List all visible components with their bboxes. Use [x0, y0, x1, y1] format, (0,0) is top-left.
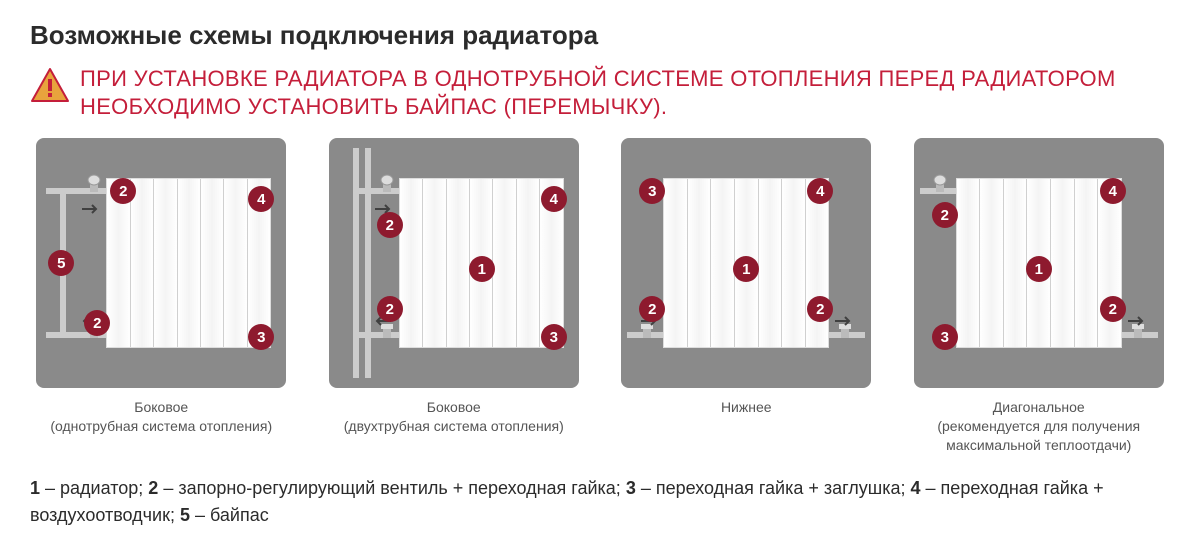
callout-badge: 2: [1100, 296, 1126, 322]
scheme-panel: 2 4 1 2 3: [329, 138, 579, 388]
flow-arrow-icon: [1126, 314, 1146, 326]
legend-text-5: – байпас: [190, 505, 269, 525]
callout-badge: 2: [377, 212, 403, 238]
page-title: Возможные схемы подключения радиатора: [30, 20, 1170, 51]
warning-block: ПРИ УСТАНОВКЕ РАДИАТОРА В ОДНОТРУБНОЙ СИ…: [30, 65, 1170, 120]
schemes-row: 24523 Боковое(однотрубная система отопле…: [30, 138, 1170, 455]
scheme-panel: 34122: [621, 138, 871, 388]
scheme-panel: 2 4 1 3 2: [914, 138, 1164, 388]
flow-arrow-icon: [833, 314, 853, 326]
callout-badge: 3: [639, 178, 665, 204]
scheme-caption: Боковое(двухтрубная система отопления): [344, 398, 564, 436]
scheme-caption: Диагональное(рекомендуется для получения…: [908, 398, 1171, 455]
callout-badge: 1: [469, 256, 495, 282]
callout-badge: 1: [1026, 256, 1052, 282]
callout-badge: 3: [932, 324, 958, 350]
legend-text-2: – запорно-регулирующий вентиль + переход…: [158, 478, 626, 498]
valve-icon: [86, 174, 102, 194]
callout-badge: 5: [48, 250, 74, 276]
legend-num-2: 2: [148, 478, 158, 498]
scheme-caption: Боковое(однотрубная система отопления): [50, 398, 272, 436]
callout-badge: 4: [807, 178, 833, 204]
scheme-bottom: 34122 Нижнее: [615, 138, 878, 455]
legend-text-3: – переходная гайка + заглушка;: [636, 478, 911, 498]
callout-badge: 2: [807, 296, 833, 322]
scheme-caption: Нижнее: [721, 398, 772, 417]
callout-badge: 2: [932, 202, 958, 228]
valve-icon: [932, 174, 948, 194]
legend-num-1: 1: [30, 478, 40, 498]
callout-badge: 4: [1100, 178, 1126, 204]
legend-num-4: 4: [911, 478, 921, 498]
scheme-panel: 24523: [36, 138, 286, 388]
warning-icon: [30, 67, 70, 103]
legend-text-1: – радиатор;: [40, 478, 148, 498]
scheme-side-twopipe: 2 4 1 2 3 Боковое(двухтрубная система отопле…: [323, 138, 586, 455]
scheme-side-onepipe: 24523 Боковое(однотрубная система отопле…: [30, 138, 293, 455]
pipe: [353, 148, 359, 378]
flow-arrow-icon: [80, 202, 100, 214]
legend-num-3: 3: [626, 478, 636, 498]
callout-badge: 4: [541, 186, 567, 212]
radiator-body: [106, 178, 271, 348]
warning-text: ПРИ УСТАНОВКЕ РАДИАТОРА В ОДНОТРУБНОЙ СИ…: [80, 65, 1170, 120]
callout-badge: 3: [541, 324, 567, 350]
callout-badge: 2: [639, 296, 665, 322]
valve-icon: [379, 174, 395, 194]
legend: 1 – радиатор; 2 – запорно-регулирующий в…: [30, 475, 1170, 529]
scheme-diagonal: 2 4 1 3 2 Диагональное(рекомендуется для пол…: [908, 138, 1171, 455]
pipe: [365, 148, 371, 378]
legend-num-5: 5: [180, 505, 190, 525]
callout-badge: 2: [377, 296, 403, 322]
